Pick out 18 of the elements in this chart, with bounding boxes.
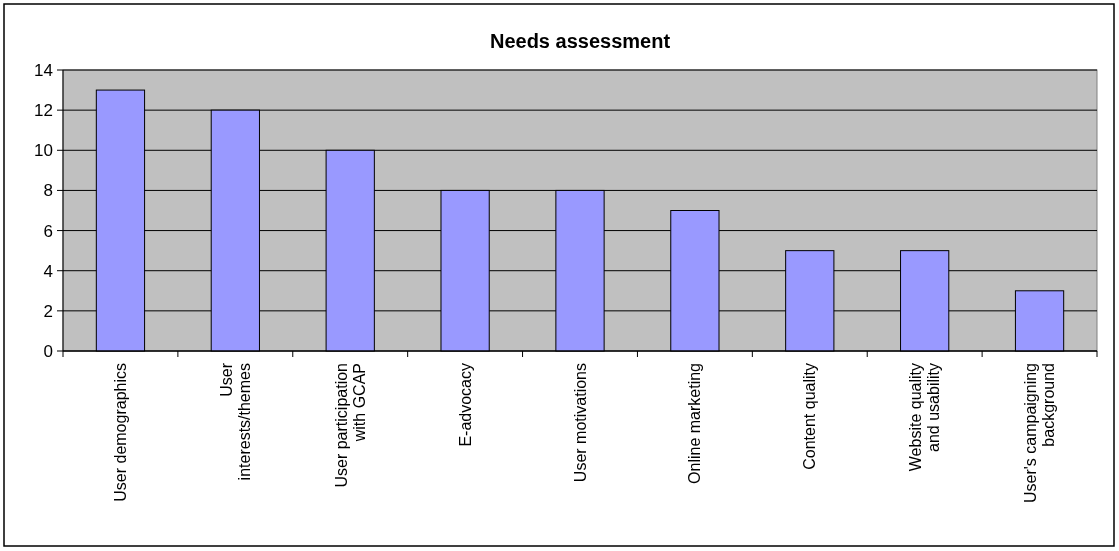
x-tick-label: Website quality and usability: [907, 363, 943, 472]
y-tick-label: 10: [34, 141, 53, 161]
y-tick-label: 4: [43, 261, 53, 281]
x-tick-label: User's campaigning background: [1022, 363, 1058, 504]
x-tick-label: User interests/themes: [217, 362, 253, 481]
chart-title: Needs assessment: [489, 30, 671, 52]
y-tick-label: 12: [34, 101, 53, 121]
x-tick-label: Online marketing: [686, 363, 704, 484]
x-tick-label: Content quality: [801, 363, 819, 470]
y-tick-label: 2: [43, 301, 53, 321]
y-tick-label: 6: [43, 221, 53, 241]
x-tick-label: E-advocacy: [456, 363, 474, 447]
x-tick-label: User participation with GCAP: [332, 363, 368, 488]
x-tick-label: User motivations: [571, 363, 589, 483]
y-tick-label: 8: [43, 181, 53, 201]
x-tick-label: User demographics: [112, 363, 130, 502]
y-tick-label: 0: [43, 341, 53, 361]
y-tick-label: 14: [34, 60, 53, 80]
